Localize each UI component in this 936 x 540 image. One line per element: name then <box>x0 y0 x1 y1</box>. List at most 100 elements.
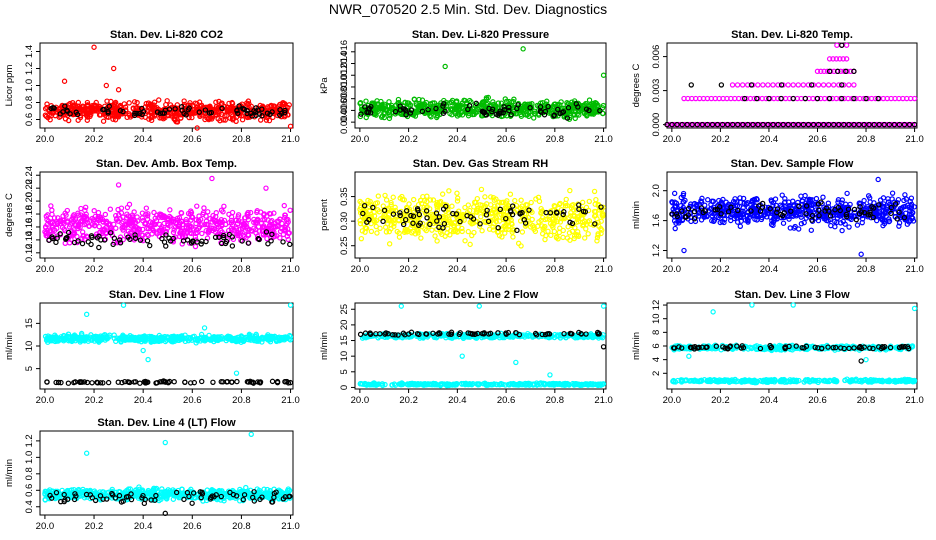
y-tick-label: 0.8 <box>24 96 35 109</box>
data-point <box>215 116 221 122</box>
data-point <box>471 204 477 210</box>
x-tick-label: 20.4 <box>448 395 467 406</box>
y-tick-label: 15 <box>339 335 350 346</box>
x-tick-label: 20.8 <box>232 395 251 406</box>
data-point <box>600 102 607 109</box>
data-point <box>834 42 840 48</box>
data-point <box>49 207 55 213</box>
data-point <box>591 188 598 195</box>
data-point <box>531 115 537 121</box>
y-tick-label: 10 <box>339 351 350 362</box>
data-point <box>251 108 257 114</box>
data-points <box>42 302 294 386</box>
data-point <box>137 380 143 386</box>
data-point <box>583 111 590 117</box>
data-points <box>42 175 293 251</box>
data-point <box>59 102 65 109</box>
data-point <box>263 117 270 123</box>
data-point <box>681 247 687 254</box>
x-tick-label: 20.6 <box>808 134 827 145</box>
data-point <box>108 98 114 105</box>
y-tick-label: 0.25 <box>339 236 350 255</box>
data-point <box>459 353 465 359</box>
x-tick-label: 20.6 <box>497 395 516 406</box>
data-point <box>560 234 566 241</box>
data-point <box>213 99 219 105</box>
data-point <box>476 303 482 309</box>
data-point <box>383 197 390 203</box>
data-point <box>229 99 235 106</box>
x-tick-label: 20.2 <box>85 134 104 145</box>
data-point <box>186 114 192 121</box>
y-tick-label: 0.30 <box>339 212 350 231</box>
data-point <box>194 203 200 209</box>
data-points <box>669 176 917 257</box>
data-point <box>287 123 294 130</box>
data-point <box>244 101 251 108</box>
data-point <box>179 104 185 110</box>
data-point <box>282 107 288 114</box>
data-point <box>363 98 369 104</box>
y-tick-label: 5 <box>339 369 350 374</box>
data-point <box>205 209 211 215</box>
data-point <box>202 107 209 113</box>
data-point <box>395 96 402 103</box>
data-point <box>511 96 517 102</box>
data-point <box>192 100 199 106</box>
x-tick-label: 20.4 <box>448 264 467 275</box>
data-point <box>140 347 146 354</box>
data-point <box>551 228 558 235</box>
data-point <box>154 109 161 115</box>
x-tick-label: 20.8 <box>546 264 565 275</box>
data-point <box>579 199 586 206</box>
x-tick-label: 20.4 <box>134 395 153 406</box>
data-point <box>151 113 158 119</box>
data-point <box>820 82 827 88</box>
data-point <box>132 110 138 117</box>
data-point <box>832 223 838 230</box>
chart-panel-3: Stan. Dev. Li-820 Temp.degrees C20.0 20.2… <box>631 29 924 145</box>
panel-title: Stan. Dev. Amb. Box Temp. <box>96 158 237 170</box>
data-point <box>465 228 472 235</box>
data-point <box>157 110 164 116</box>
data-point <box>127 114 134 120</box>
data-point <box>439 191 446 197</box>
y-tick-label: 0.014 <box>339 52 350 76</box>
x-tick-label: 20.2 <box>399 395 418 406</box>
data-point <box>69 105 76 111</box>
data-point <box>512 197 518 204</box>
data-point <box>825 82 832 88</box>
data-point <box>139 111 145 117</box>
y-tick-label: 0.012 <box>339 63 350 87</box>
data-point <box>131 99 138 105</box>
data-point <box>281 202 287 209</box>
data-point <box>672 225 678 232</box>
data-point <box>861 197 867 204</box>
y-axis-label: Licor ppm <box>4 65 15 107</box>
data-point <box>82 108 88 114</box>
data-point <box>287 207 293 213</box>
data-point <box>374 230 380 236</box>
y-axis-label: ml/min <box>319 332 330 360</box>
data-point <box>454 198 461 204</box>
data-point <box>117 108 124 114</box>
data-point <box>171 379 177 385</box>
x-tick-label: 20.2 <box>85 395 104 406</box>
data-point <box>89 380 95 386</box>
data-point <box>462 204 468 211</box>
x-tick-label: 21.0 <box>594 134 613 145</box>
data-point <box>115 182 122 188</box>
data-point <box>201 205 207 211</box>
y-tick-label: 0.010 <box>339 75 350 99</box>
data-point <box>548 232 554 239</box>
data-point <box>79 240 86 247</box>
data-point <box>144 238 151 244</box>
data-point <box>718 82 725 88</box>
x-tick-label: 20.8 <box>546 134 565 145</box>
data-point <box>140 109 147 115</box>
data-point <box>191 109 197 115</box>
y-tick-label: 0.006 <box>339 99 350 123</box>
x-tick-label: 21.0 <box>594 264 613 275</box>
x-tick-label: 20.2 <box>711 264 730 275</box>
y-tick-label: 1.4 <box>24 45 35 58</box>
